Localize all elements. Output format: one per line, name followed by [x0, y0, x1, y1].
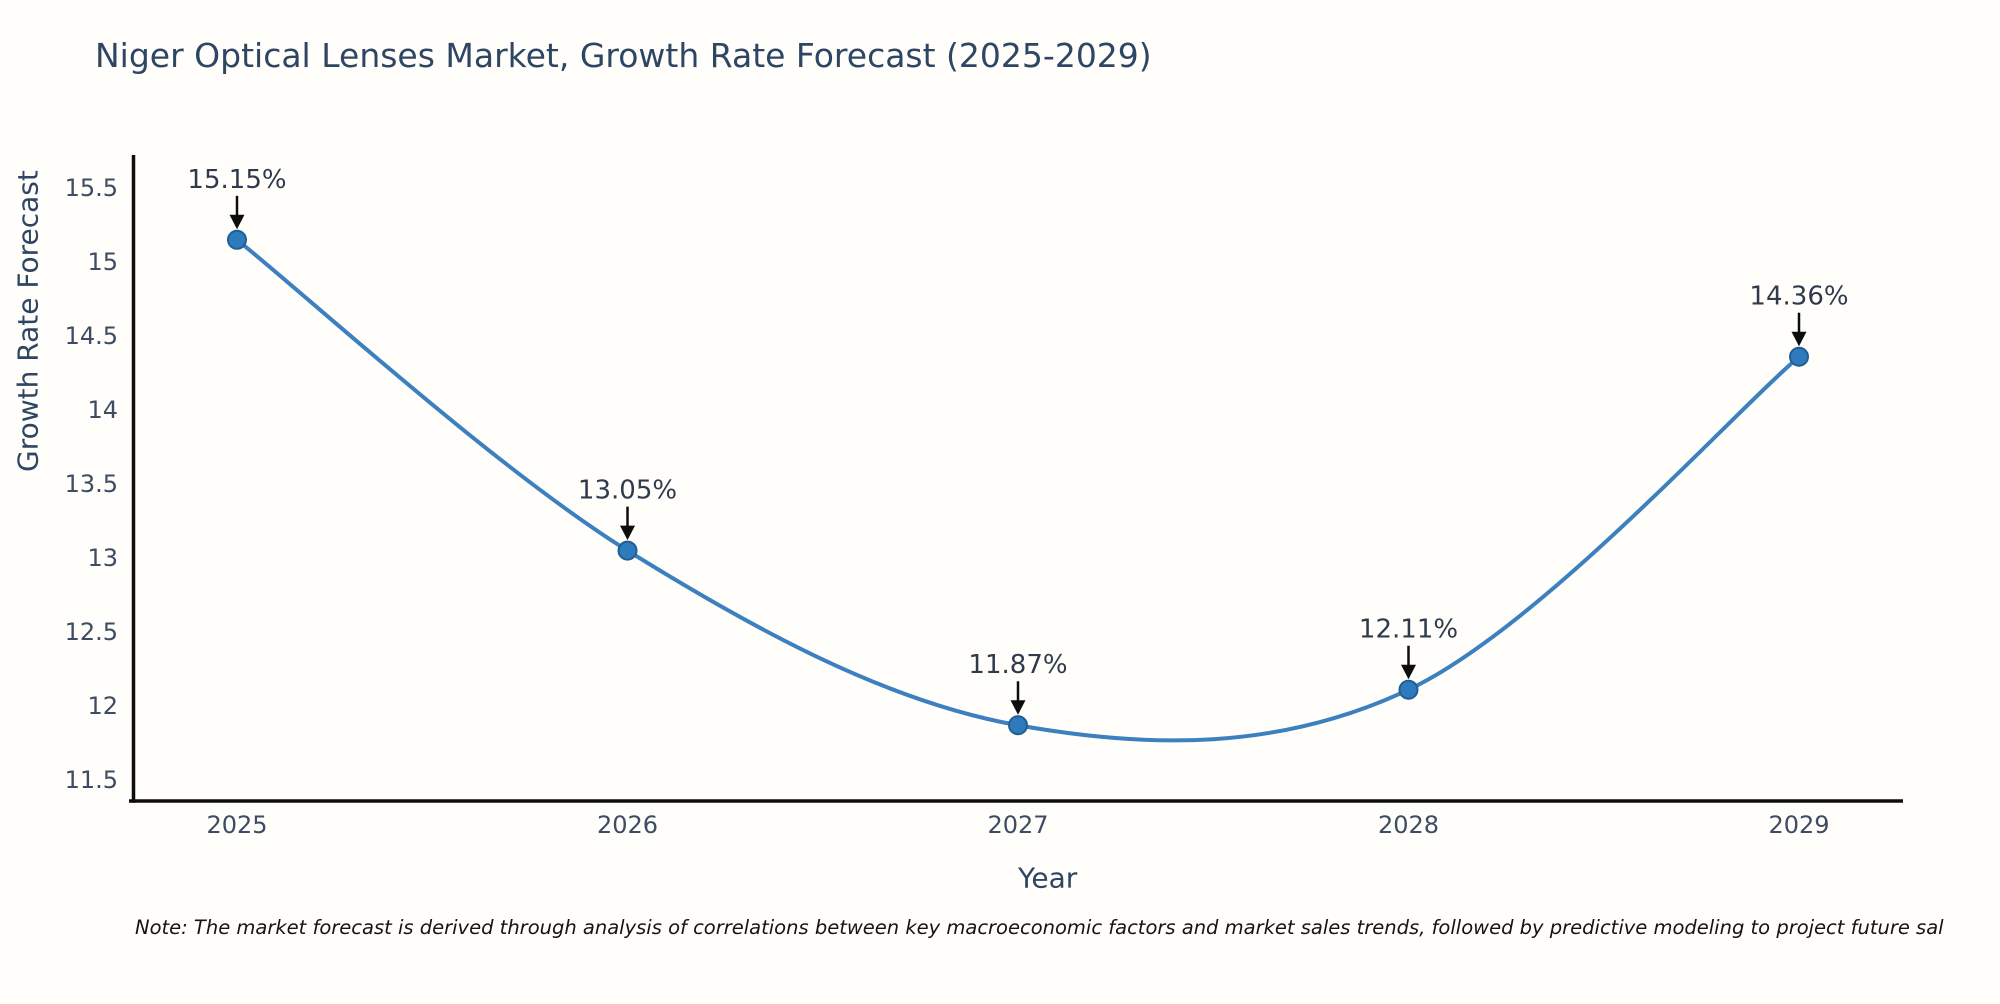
x-tick-label: 2027 [987, 811, 1048, 839]
data-point-marker [227, 229, 247, 250]
data-point-layer [227, 229, 1809, 736]
tick-label-layer: 11.5 12 12.5 13 13.5 14 14.5 15 15.5 2025 2026 2027… [65, 174, 1830, 839]
annotation-label: 14.36% [1749, 282, 1848, 312]
data-point-marker [1008, 715, 1028, 736]
annotation-arrowhead [1401, 664, 1416, 680]
y-tick-label: 13 [87, 544, 118, 572]
data-point-marker [1398, 679, 1419, 700]
y-tick-label: 11.5 [65, 766, 118, 794]
y-tick-label: 14 [87, 396, 118, 424]
annotation-label: 15.15% [187, 165, 286, 195]
y-tick-label: 13.5 [65, 470, 118, 498]
annotation-arrowhead [620, 525, 635, 541]
x-tick-label: 2028 [1378, 811, 1439, 839]
y-tick-label: 12 [87, 692, 118, 720]
annotation-label: 12.11% [1359, 615, 1458, 645]
annotation-arrowhead [229, 214, 245, 230]
annotation-arrowhead [1010, 700, 1026, 715]
x-tick-label: 2026 [597, 811, 658, 839]
annotation-label: 13.05% [578, 476, 677, 506]
x-tick-label: 2025 [206, 811, 267, 839]
footnote: Note: The market forecast is derived thr… [135, 916, 1944, 939]
y-tick-label: 12.5 [65, 618, 118, 646]
data-point-marker [1789, 346, 1809, 367]
y-tick-label: 15 [87, 248, 118, 276]
annotation-layer: 15.15% 13.05% 11.87% 12.11% 14.36% [187, 165, 1849, 715]
annotation-arrowhead [1791, 331, 1807, 347]
y-tick-label: 14.5 [65, 322, 118, 350]
chart-title: Niger Optical Lenses Market, Growth Rate… [95, 36, 1152, 75]
annotation-label: 11.87% [968, 650, 1067, 680]
x-tick-label: 2029 [1768, 811, 1829, 839]
y-tick-label: 15.5 [65, 174, 118, 202]
data-point-marker [617, 540, 638, 561]
